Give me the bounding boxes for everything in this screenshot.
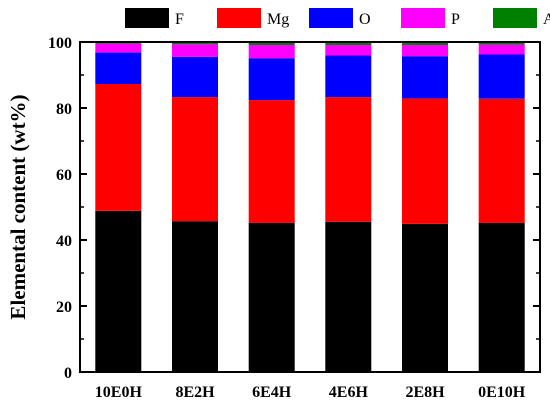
plot-frame xyxy=(79,41,541,373)
bar-p-0e10h xyxy=(478,44,525,55)
bar-al-4e6h xyxy=(325,42,372,45)
bar-p-10e0h xyxy=(95,43,142,53)
bar-al-6e4h xyxy=(248,42,295,45)
legend: F Mg O P Al xyxy=(125,8,550,28)
y-tick-label: 20 xyxy=(56,299,72,316)
bar-f-10e0h xyxy=(95,211,142,372)
y-tick-label: 100 xyxy=(48,35,72,52)
y-tick-label: 0 xyxy=(64,365,72,382)
legend-label-o: O xyxy=(359,11,371,28)
legend-swatch-p xyxy=(401,8,445,28)
legend-swatch-al xyxy=(493,8,537,28)
x-tick-label: 4E6H xyxy=(329,384,369,401)
x-tick-label: 0E10H xyxy=(478,384,526,401)
bar-mg-0e10h xyxy=(478,98,525,223)
x-axis: 10E0H 8E2H 6E4H 4E6H 2E8H 0E10H xyxy=(95,384,526,401)
bar-al-2e8h xyxy=(402,42,448,45)
y-tick-label: 80 xyxy=(56,101,72,118)
bar-mg-8e2h xyxy=(172,97,218,222)
legend-label-f: F xyxy=(175,11,184,28)
bar-o-2e8h xyxy=(402,56,448,99)
bar-f-4e6h xyxy=(325,221,372,372)
x-tick-label: 6E4H xyxy=(252,384,292,401)
y-axis: 0 20 40 60 80 100 xyxy=(48,35,540,382)
bars xyxy=(95,42,525,372)
bar-mg-6e4h xyxy=(248,100,295,223)
bar-p-2e8h xyxy=(402,45,448,57)
bar-al-0e10h xyxy=(478,42,525,45)
bar-p-4e6h xyxy=(325,45,372,56)
legend-swatch-o xyxy=(309,8,353,28)
y-axis-label: Elemental content (wt%) xyxy=(6,94,30,319)
bar-o-8e2h xyxy=(172,56,218,98)
x-tick-label: 10E0H xyxy=(95,384,143,401)
bar-f-8e2h xyxy=(172,221,218,372)
legend-swatch-f xyxy=(125,8,169,28)
bar-f-2e8h xyxy=(402,223,448,372)
y-tick-label: 60 xyxy=(56,167,72,184)
bar-o-10e0h xyxy=(95,52,142,84)
bar-o-4e6h xyxy=(325,55,372,98)
bar-f-0e10h xyxy=(478,222,525,372)
bar-p-6e4h xyxy=(248,45,295,59)
bar-o-6e4h xyxy=(248,58,295,101)
legend-label-mg: Mg xyxy=(267,11,289,28)
legend-label-al: Al xyxy=(543,11,550,28)
bar-p-8e2h xyxy=(172,44,218,57)
legend-swatch-mg xyxy=(217,8,261,28)
bar-mg-2e8h xyxy=(402,98,448,224)
x-tick-label: 2E8H xyxy=(405,384,445,401)
legend-label-p: P xyxy=(451,11,460,28)
bar-f-6e4h xyxy=(248,222,295,372)
bar-mg-4e6h xyxy=(325,97,372,222)
bar-al-8e2h xyxy=(172,42,218,45)
bar-o-0e10h xyxy=(478,54,525,99)
y-tick-label: 40 xyxy=(56,233,72,250)
x-tick-label: 8E2H xyxy=(175,384,215,401)
bar-mg-10e0h xyxy=(95,83,142,211)
